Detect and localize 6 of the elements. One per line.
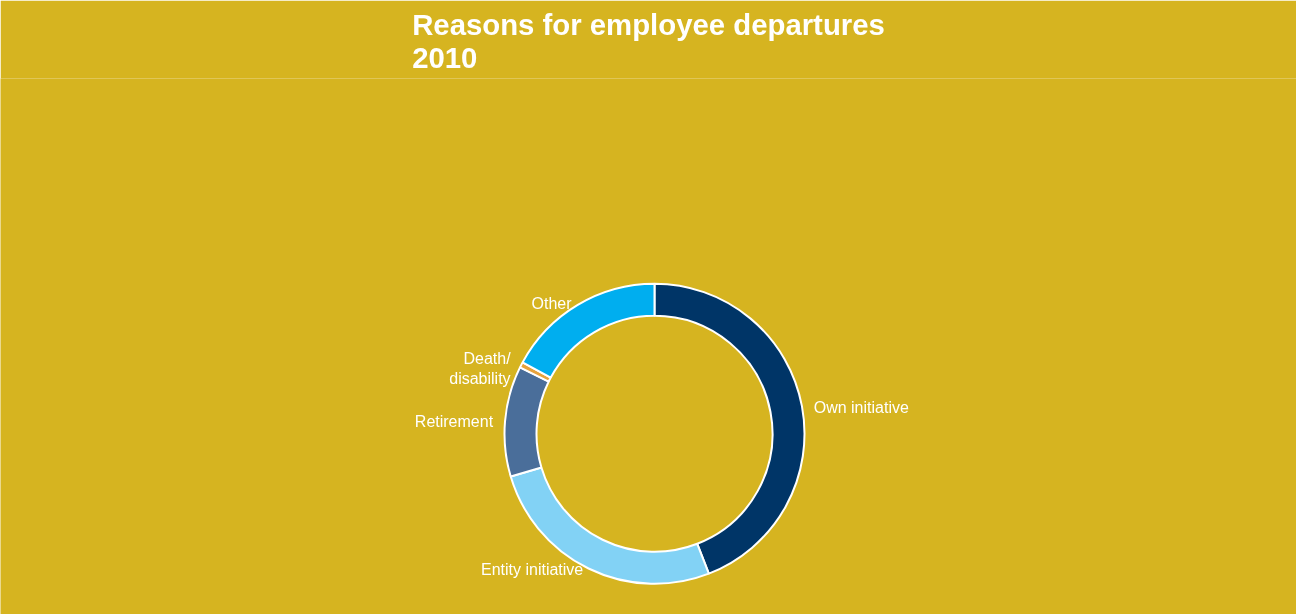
slice-label: Entity initiative bbox=[480, 560, 584, 578]
slice-label: Other bbox=[531, 295, 573, 313]
slice-label: Retirement bbox=[414, 413, 494, 431]
slice-label: Own initiative bbox=[813, 399, 909, 417]
chart-title: Reasons for employee departures 2010 bbox=[412, 7, 885, 74]
slice-label: Death/ disability bbox=[449, 350, 512, 388]
